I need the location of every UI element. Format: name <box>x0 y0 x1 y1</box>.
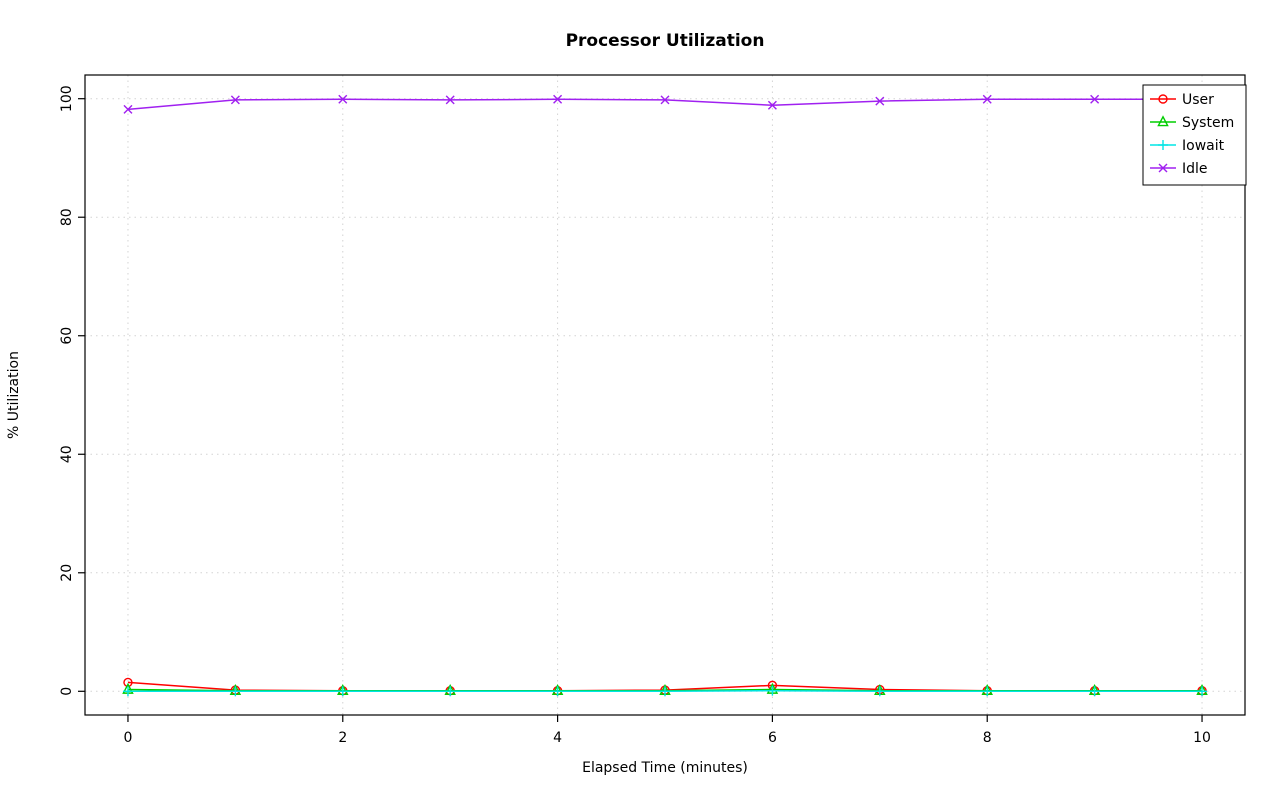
y-tick-label: 20 <box>59 564 75 582</box>
data-point-x <box>982 94 992 104</box>
data-point-x <box>1090 94 1100 104</box>
data-point-x <box>230 95 240 105</box>
legend-label: User <box>1182 92 1214 108</box>
data-point-x <box>445 95 455 105</box>
legend-label: Iowait <box>1182 138 1225 154</box>
data-point-x <box>1158 163 1168 173</box>
gridlines <box>85 75 1245 715</box>
data-point-x <box>123 104 133 114</box>
data-point-x <box>767 100 777 110</box>
x-axis-label: Elapsed Time (minutes) <box>582 760 748 776</box>
y-tick-label: 80 <box>59 208 75 226</box>
x-tick-label: 2 <box>338 730 347 746</box>
y-tick-label: 40 <box>59 445 75 463</box>
chart-title: Processor Utilization <box>566 31 765 51</box>
data-point-x <box>660 95 670 105</box>
legend-label: Idle <box>1182 161 1208 177</box>
series-iowait <box>122 685 1208 697</box>
data-point-circle <box>1158 94 1168 104</box>
y-tick-label: 60 <box>59 327 75 345</box>
data-point-x <box>553 94 563 104</box>
x-tick-label: 10 <box>1193 730 1211 746</box>
legend-item-idle: Idle <box>1150 161 1208 177</box>
y-axis-label: % Utilization <box>6 351 22 439</box>
y-tick-label: 100 <box>59 85 75 112</box>
x-tick-label: 0 <box>124 730 133 746</box>
legend-item-system: System <box>1150 115 1234 131</box>
series-idle <box>123 94 1207 114</box>
x-tick-label: 8 <box>983 730 992 746</box>
legend-label: System <box>1182 115 1234 131</box>
plot-border <box>84 74 1246 716</box>
y-tick-label: 0 <box>59 687 75 696</box>
data-point-x <box>875 96 885 106</box>
x-tick-label: 4 <box>553 730 562 746</box>
data-point-x <box>338 94 348 104</box>
legend: User System Iowait Idle <box>1142 84 1247 186</box>
legend-item-user: User <box>1150 92 1214 108</box>
data-point-triangle <box>1157 115 1169 127</box>
legend-item-iowait: Iowait <box>1150 138 1225 154</box>
series-group <box>122 94 1208 697</box>
x-tick-label: 6 <box>768 730 777 746</box>
